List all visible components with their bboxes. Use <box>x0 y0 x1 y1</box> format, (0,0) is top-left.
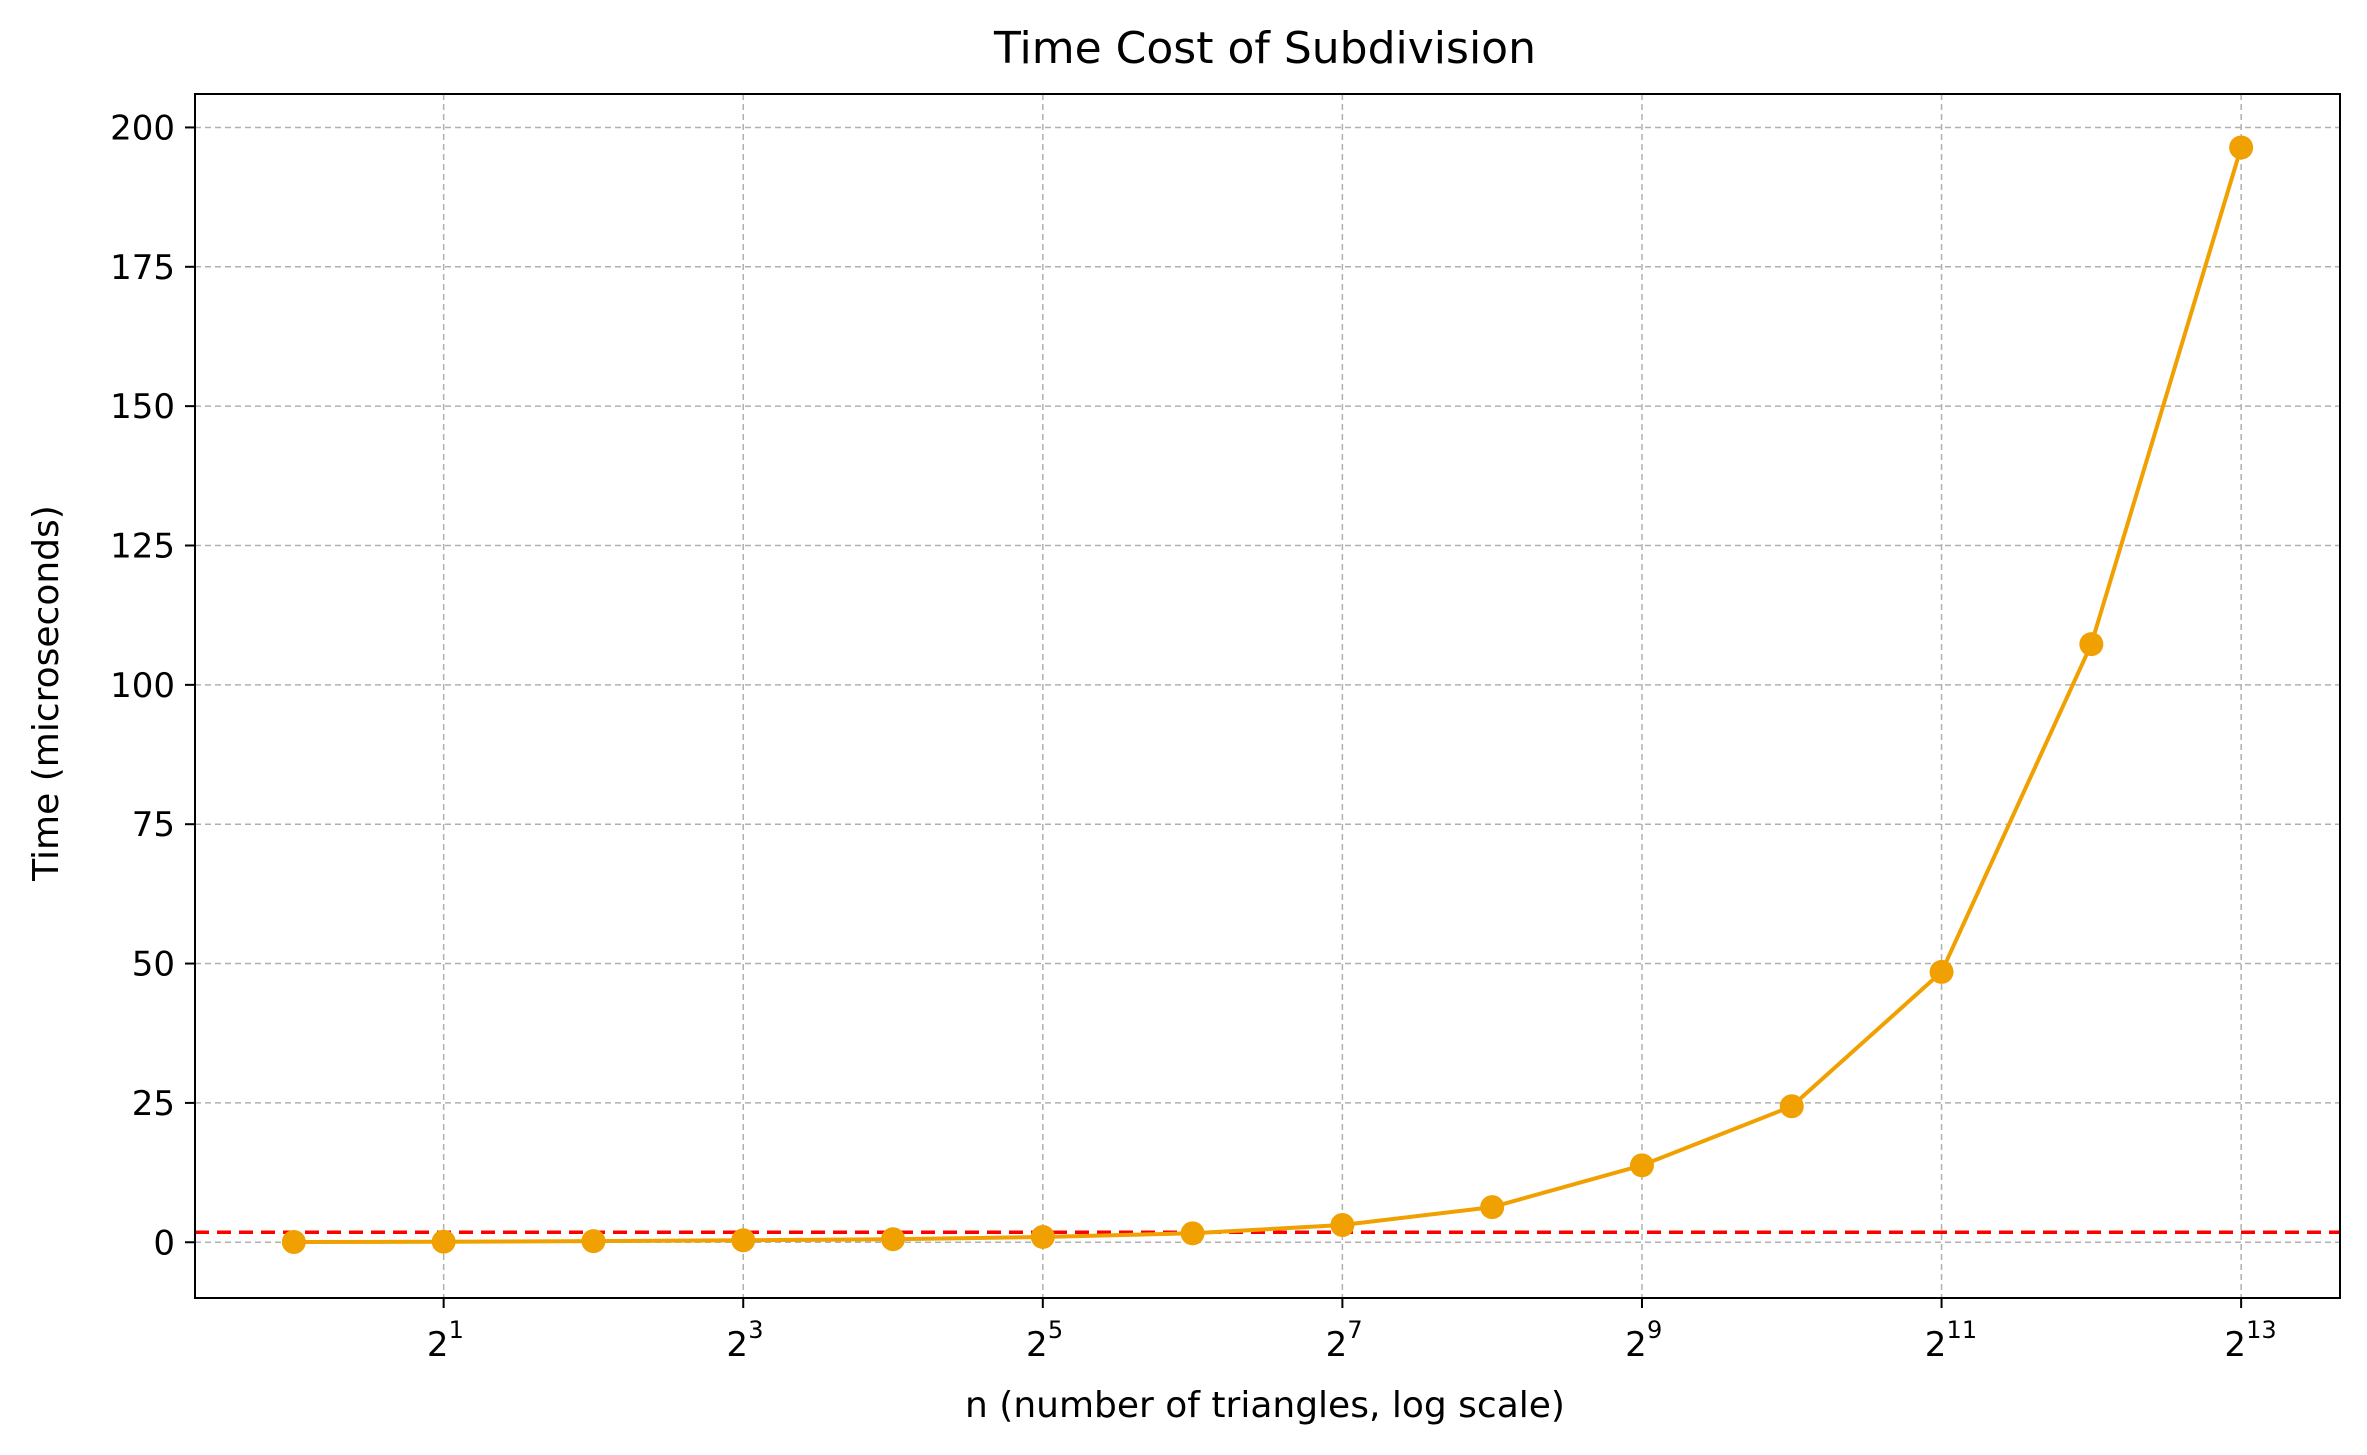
x-tick-base: 2 <box>1625 1325 1647 1365</box>
chart-title: Time Cost of Subdivision <box>993 23 1536 74</box>
x-tick-base: 2 <box>1026 1325 1048 1365</box>
data-point <box>731 1228 756 1253</box>
x-tick-label: 2 13 <box>2224 1316 2276 1365</box>
data-point <box>2079 632 2104 657</box>
data-point <box>1030 1224 1055 1249</box>
x-tick-label: 2 11 <box>1925 1316 1977 1365</box>
y-tick-label: 75 <box>132 805 175 845</box>
series-line <box>293 146 2244 1244</box>
data-point <box>281 1229 306 1254</box>
x-tick-exponent: 9 <box>1647 1316 1662 1344</box>
y-tick-label: 175 <box>110 248 175 288</box>
grid <box>195 94 2340 1298</box>
data-point <box>1929 959 1954 984</box>
x-tick-exponent: 5 <box>1048 1316 1063 1344</box>
x-tick-exponent: 13 <box>2246 1316 2277 1344</box>
data-point <box>1480 1195 1505 1220</box>
data-point <box>2229 135 2254 160</box>
x-tick-base: 2 <box>2224 1325 2246 1365</box>
y-tick-label: 25 <box>132 1084 175 1124</box>
x-tick-base: 2 <box>1925 1325 1947 1365</box>
data-point <box>881 1227 906 1252</box>
series-layer <box>281 135 2254 1254</box>
x-tick-exponent: 11 <box>1947 1316 1978 1344</box>
plot-frame <box>194 93 2341 1299</box>
y-tick-label: 150 <box>110 387 175 427</box>
x-tick-base: 2 <box>726 1325 748 1365</box>
y-tick-label: 100 <box>110 666 175 706</box>
y-tick-label: 125 <box>110 527 175 567</box>
x-tick-exponent: 1 <box>449 1316 464 1344</box>
data-point <box>581 1229 606 1254</box>
x-axis-label: n (number of triangles, log scale) <box>965 1385 1565 1426</box>
x-tick-exponent: 3 <box>748 1316 763 1344</box>
x-tick-base: 2 <box>1326 1325 1348 1365</box>
data-point <box>431 1229 456 1254</box>
y-tick-label: 200 <box>110 108 175 148</box>
y-axis-label: Time (microseconds) <box>26 505 67 882</box>
x-tick-exponent: 7 <box>1347 1316 1362 1344</box>
x-tick-base: 2 <box>427 1325 449 1365</box>
data-point <box>1180 1221 1205 1246</box>
y-tick-label: 50 <box>132 945 175 985</box>
data-point <box>1330 1212 1355 1237</box>
y-tick-label: 0 <box>153 1223 175 1263</box>
data-point <box>1629 1153 1654 1178</box>
data-point <box>1779 1094 1804 1119</box>
